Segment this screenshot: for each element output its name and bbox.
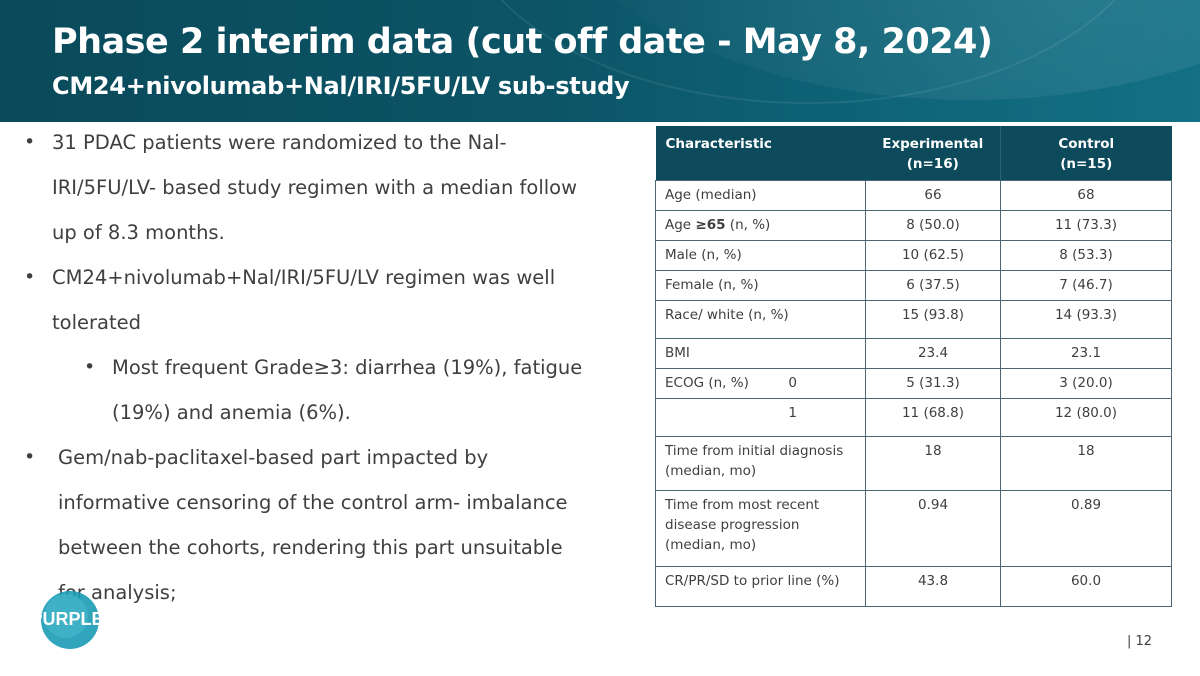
table-row: CR/PR/SD to prior line (%) 43.8 60.0 [655, 566, 1172, 607]
table-row: Age (median) 66 68 [655, 180, 1172, 211]
sub-bullet-item: • Most frequent Grade≥3: diarrhea (19%),… [22, 345, 622, 435]
table-row: Male (n, %) 10 (62.5) 8 (53.3) [655, 240, 1172, 271]
bullet-icon: • [24, 266, 36, 288]
table-row: ECOG (n, %) 0 5 (31.3) 3 (20.0) [655, 368, 1172, 399]
table-header-row: Characteristic Experimental (n=16) Contr… [655, 126, 1172, 181]
purple-logo: PURPLE [30, 586, 105, 650]
svg-text:PURPLE: PURPLE [30, 609, 103, 629]
table-row: Time from most recent disease progressio… [655, 490, 1172, 567]
bullet-item: • 31 PDAC patients were randomized to th… [22, 120, 622, 255]
bullet-icon: • [84, 356, 96, 378]
characteristics-table: Characteristic Experimental (n=16) Contr… [655, 126, 1172, 607]
header-band: Phase 2 interim data (cut off date - May… [0, 0, 1200, 122]
table-row: BMI 23.4 23.1 [655, 338, 1172, 369]
table-row: Female (n, %) 6 (37.5) 7 (46.7) [655, 270, 1172, 301]
table-row: Time from initial diagnosis (median, mo)… [655, 436, 1172, 491]
header-characteristic: Characteristic [655, 126, 866, 181]
bullet-item: • CM24+nivolumab+Nal/IRI/5FU/LV regimen … [22, 255, 622, 345]
bullet-icon: • [24, 446, 36, 468]
page-number: | 12 [1126, 634, 1152, 649]
bullet-icon: • [24, 131, 36, 153]
header-experimental: Experimental (n=16) [865, 126, 1001, 181]
bullet-item: • Gem/nab-paclitaxel-based part impacted… [22, 435, 622, 615]
page-subtitle: CM24+nivolumab+Nal/IRI/5FU/LV sub-study [52, 72, 630, 100]
table-row: Age ≥65 (n, %) 8 (50.0) 11 (73.3) [655, 210, 1172, 241]
page-title: Phase 2 interim data (cut off date - May… [52, 22, 993, 62]
logo-icon: PURPLE [30, 591, 104, 649]
table-row: 1 11 (68.8) 12 (80.0) [655, 398, 1172, 437]
header-control: Control (n=15) [1000, 126, 1172, 181]
table-row: Race/ white (n, %) 15 (93.8) 14 (93.3) [655, 300, 1172, 339]
bullet-list: • 31 PDAC patients were randomized to th… [22, 120, 622, 615]
